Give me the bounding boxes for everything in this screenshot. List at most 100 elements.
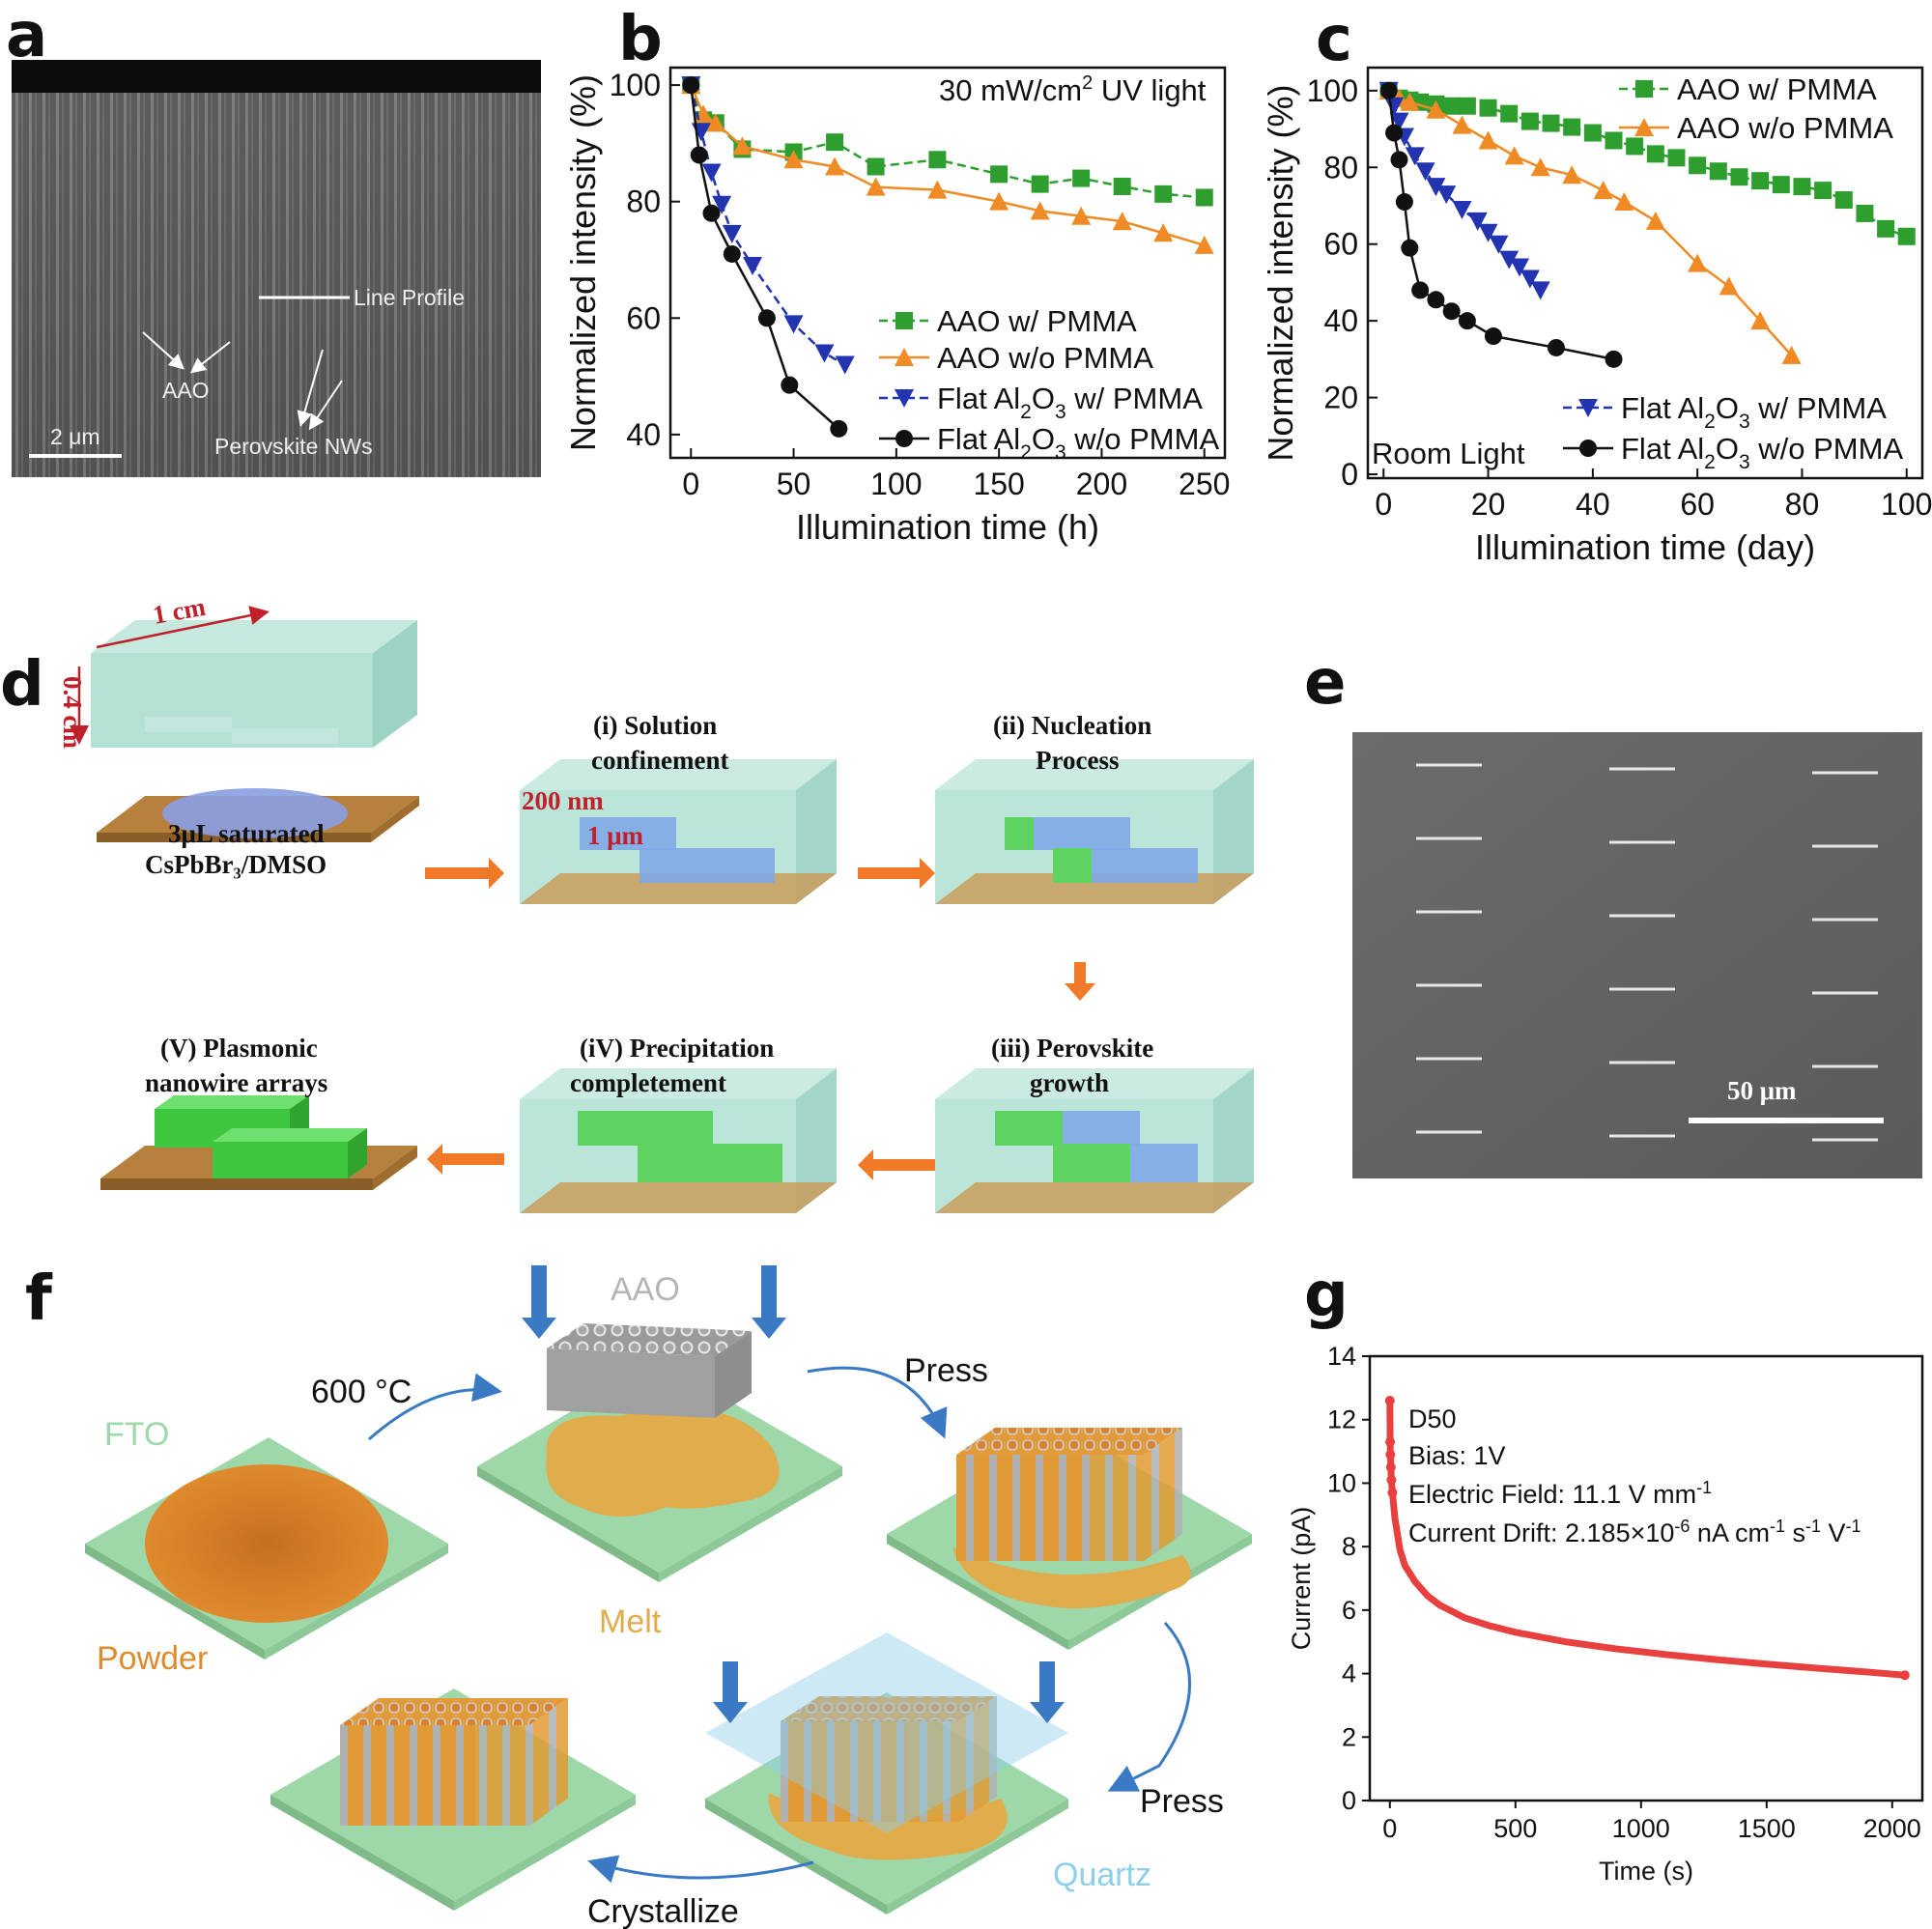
data-point-0-11 (1113, 178, 1131, 196)
data-point-2-2 (701, 163, 722, 183)
y-tick-label: 8 (1342, 1532, 1356, 1561)
y-tick-label: 14 (1327, 1342, 1356, 1371)
chart-c: 0 20 40 60 80 100 0 20 40 60 80 100 Illumination tim… (1261, 66, 1932, 567)
panel-g: g 0 500 1000 1500 2000 0 2 4 6 8 10 12 14 Time (s) Cur… (1287, 1260, 1924, 1886)
g-sample: D50 (1408, 1404, 1457, 1433)
data-point-1-13 (1719, 276, 1739, 296)
panel-label-e: e (1304, 647, 1346, 719)
data-point-2-15 (1530, 281, 1550, 300)
data-point-1-12 (1688, 253, 1708, 272)
data-point-0-5 (1442, 97, 1461, 115)
data-point-2-7 (1436, 185, 1457, 205)
data-point-0-20 (1751, 172, 1770, 190)
fto-label: FTO (104, 1416, 169, 1453)
nanowire-array-lines (1416, 763, 1878, 1142)
legend-marker-2 (895, 389, 914, 408)
y-tick-label: 0 (1342, 1786, 1356, 1815)
arrow-d-3 (1065, 962, 1095, 1001)
quartz-plate (705, 1632, 1068, 1833)
legend-marker-3 (1579, 440, 1597, 457)
press-arrow-quartz-left (713, 1661, 748, 1723)
y-tick-label: 12 (1327, 1405, 1356, 1434)
data-point-1-2 (705, 113, 725, 132)
data-point-1-7 (1530, 157, 1550, 177)
x-tick-label: 100 (870, 467, 922, 501)
press-arrow-right (752, 1265, 786, 1339)
y-tick-label: 60 (1323, 227, 1358, 262)
data-point-3-9 (1484, 327, 1502, 346)
panel-label-f: f (25, 1263, 53, 1335)
temp-label: 600 °C (311, 1374, 412, 1410)
data-point-1-5 (1478, 130, 1498, 150)
data-point-0-27 (1897, 227, 1916, 245)
legend-label-1: AAO w/o PMMA (937, 341, 1153, 375)
y-tick-label: 20 (1323, 381, 1358, 415)
current-point-22 (1899, 1670, 1910, 1681)
step-box-5 (100, 1095, 417, 1190)
quartz-label: Quartz (1053, 1857, 1151, 1893)
pressed-template (887, 1428, 1252, 1650)
data-point-2-10 (1478, 223, 1498, 242)
data-point-1-10 (1071, 206, 1092, 225)
data-point-1-3 (1426, 99, 1446, 119)
x-tick-label: 150 (973, 467, 1024, 501)
step3-line1: (iii) Perovskite (991, 1034, 1153, 1063)
press-arrow-1 (807, 1366, 948, 1439)
y-tick-label: 4 (1342, 1660, 1356, 1688)
legend-marker-2 (1578, 399, 1598, 417)
y-tick-label: 60 (626, 300, 661, 335)
data-point-3-3 (1395, 193, 1413, 212)
panel-a: a Line Profile AAO Perovskite NWs 2 μm (6, 0, 541, 477)
fto-powder (85, 1437, 448, 1660)
data-point-0-16 (1667, 149, 1686, 167)
data-point-1-4 (783, 150, 804, 169)
y-tick-label: 6 (1342, 1596, 1356, 1625)
aao-label-f: AAO (611, 1271, 680, 1308)
data-point-3-1 (690, 146, 708, 164)
press-label-1: Press (904, 1352, 988, 1389)
legend-marker-0 (1635, 80, 1653, 98)
legend-label-3: Flat Al2O3 w/o PMMA (1621, 432, 1903, 473)
dim-height-label: 0.4 cm (58, 676, 87, 749)
data-point-1-12 (1153, 223, 1174, 242)
melt-label: Melt (599, 1603, 662, 1640)
data-point-3-11 (1605, 350, 1623, 368)
nw-arrow-2 (308, 380, 343, 431)
data-point-3-4 (757, 309, 776, 327)
data-point-0-9 (1520, 112, 1539, 130)
data-point-1-8 (1562, 165, 1582, 184)
data-point-3-8 (1458, 312, 1476, 330)
x-tick-label: 100 (1881, 487, 1932, 522)
data-point-1-6 (866, 177, 886, 196)
data-point-1-10 (1614, 192, 1634, 212)
scalebar-e-label: 50 μm (1727, 1076, 1797, 1105)
current-point-4 (1386, 1475, 1397, 1486)
x-tick-label: 80 (1785, 487, 1820, 522)
legend-label-2: Flat Al2O3 w/ PMMA (1621, 391, 1887, 433)
panel-label-c: c (1316, 4, 1352, 75)
y-tick-label: 100 (1307, 73, 1358, 108)
panel-label-d: d (0, 649, 44, 721)
nw-arrow-1 (297, 349, 324, 427)
x-tick-label: 0 (682, 467, 699, 501)
plot-frame (668, 66, 1227, 460)
data-point-3-10 (1547, 338, 1565, 356)
data-point-2-5 (743, 257, 763, 276)
step1-dim1: 200 nm (522, 786, 604, 815)
y-axis-label: Normalized intensity (%) (1261, 84, 1300, 461)
data-point-1-6 (1504, 146, 1524, 165)
perovskite-nws-label: Perovskite NWs (214, 434, 373, 459)
data-point-0-17 (1689, 156, 1707, 175)
data-point-0-7 (1479, 99, 1497, 117)
data-point-0-6 (867, 157, 885, 176)
panel-b: b 0 50 100 150 200 250 40 60 80 100 Illumination t… (563, 4, 1230, 547)
arrow-d-2 (858, 858, 935, 889)
dim-width-arrow (96, 606, 270, 649)
data-point-1-9 (1030, 201, 1050, 220)
step4-line2: completement (570, 1068, 726, 1097)
data-point-0-13 (1195, 188, 1213, 207)
step5-line1: (V) Plasmonic (160, 1034, 318, 1063)
data-point-2-3 (712, 195, 732, 214)
x-tick-label: 40 (1576, 487, 1610, 522)
